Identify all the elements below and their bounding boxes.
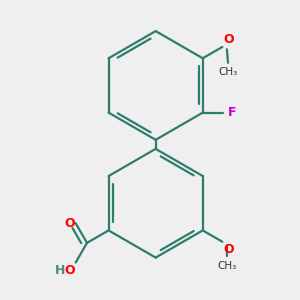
Text: CH₃: CH₃ — [218, 67, 238, 77]
Text: CH₃: CH₃ — [217, 261, 236, 271]
Text: O: O — [224, 33, 234, 46]
Text: O: O — [64, 264, 75, 277]
Text: H: H — [55, 264, 65, 277]
Text: O: O — [224, 243, 234, 256]
Text: O: O — [64, 217, 75, 230]
Text: F: F — [228, 106, 236, 119]
